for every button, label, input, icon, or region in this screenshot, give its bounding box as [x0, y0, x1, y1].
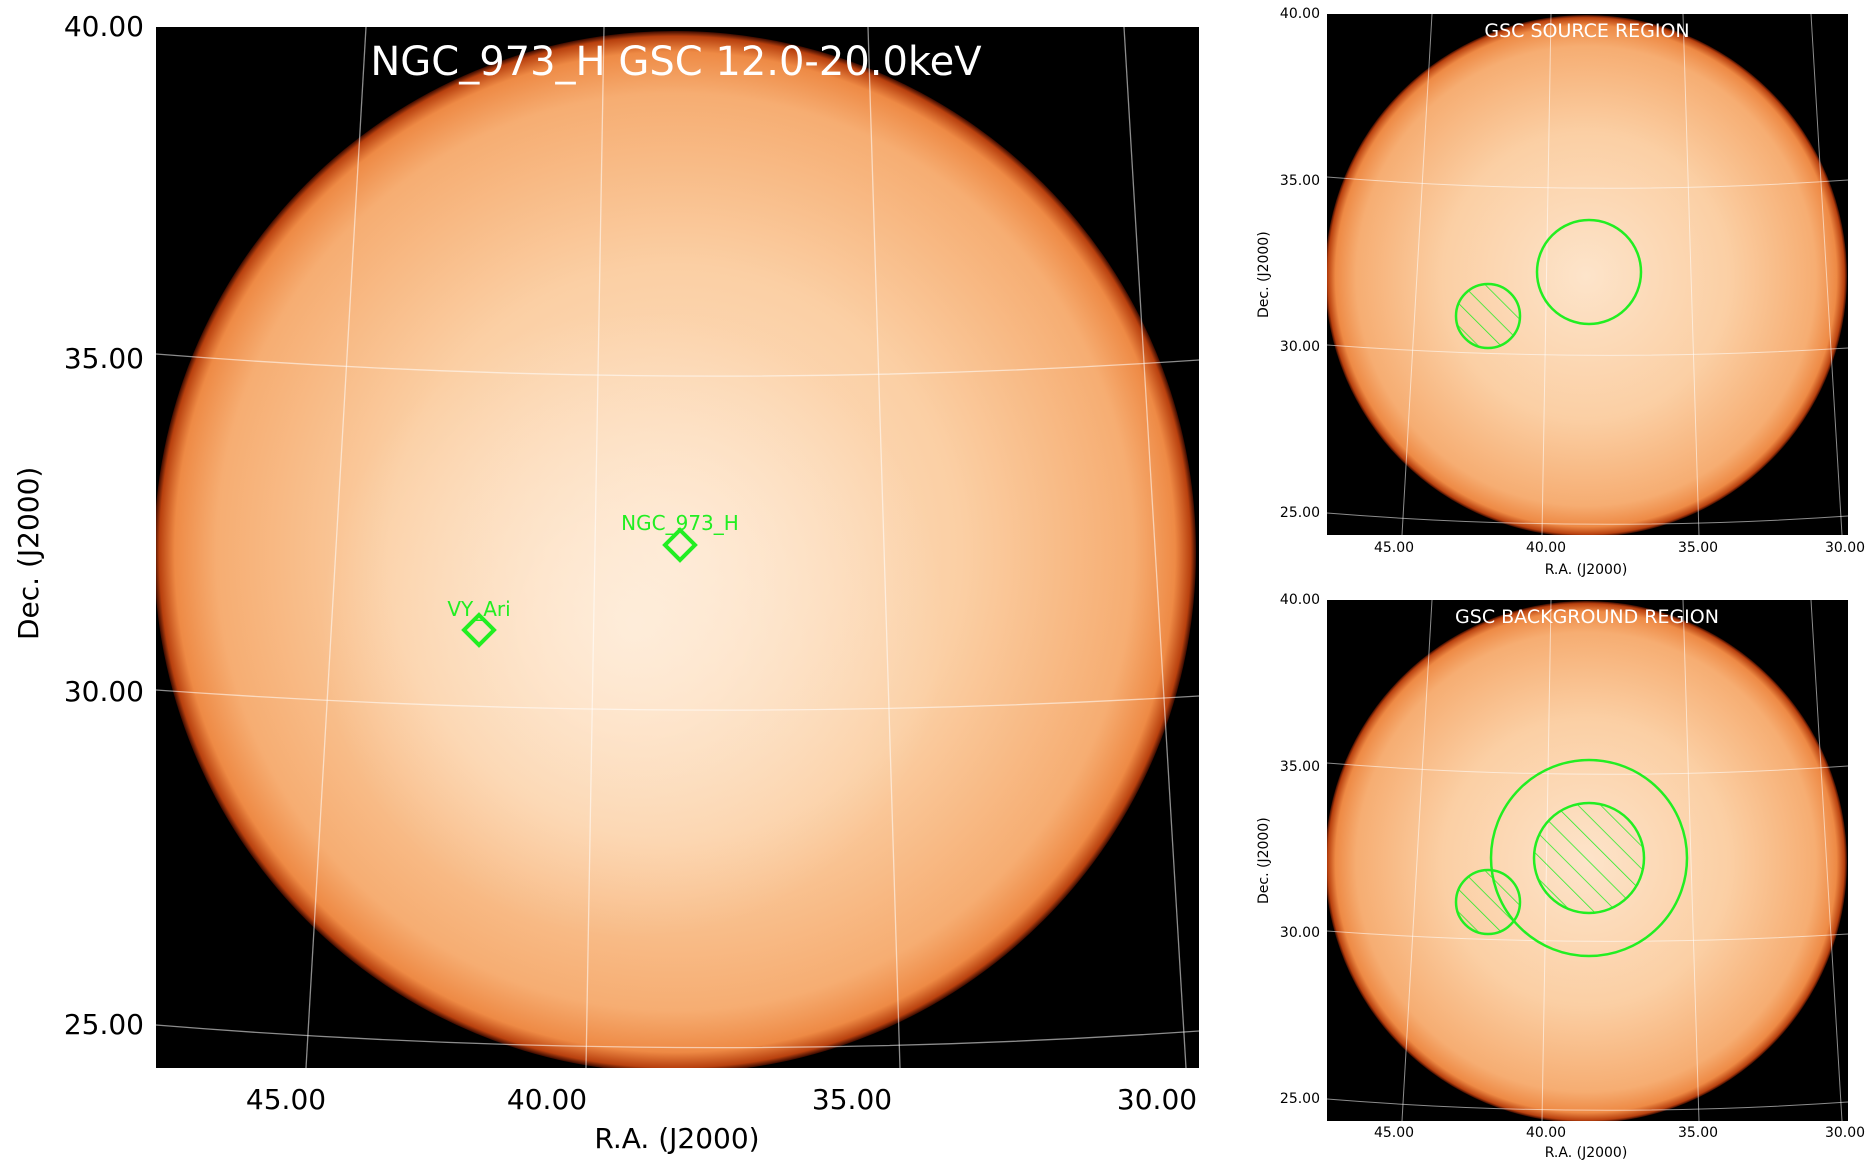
coordinate-grid: [156, 27, 1199, 1068]
bg-ytick-label: 35.00: [1279, 759, 1320, 775]
main-xtick-label: 45.00: [245, 1083, 327, 1116]
src-ytick-label: 35.00: [1279, 173, 1320, 189]
main-sky-svg: [156, 27, 1199, 1068]
bg-xtick-label: 45.00: [1373, 1125, 1415, 1141]
src-ytick-label: 25.00: [1279, 505, 1320, 521]
coordinate-grid: [1327, 14, 1848, 535]
src-xtick-label: 35.00: [1677, 540, 1719, 556]
excluded-source-circle: [1454, 868, 1522, 936]
bg-ytick-label: 30.00: [1279, 925, 1320, 941]
main-ylabel: Dec. (J2000): [12, 466, 45, 640]
source-region-image: GSC SOURCE REGION: [1327, 14, 1848, 535]
bg-xtick-label: 35.00: [1677, 1125, 1719, 1141]
src-ytick-label: 30.00: [1279, 339, 1320, 355]
bg-ylabel: Dec. (J2000): [1256, 817, 1272, 904]
main-ytick-label: 40.00: [63, 10, 144, 43]
bg-xtick-label: 30.00: [1824, 1125, 1866, 1141]
src-ytick-label: 40.00: [1279, 6, 1320, 22]
source-marker-vyari: [461, 612, 497, 648]
src-ylabel: Dec. (J2000): [1256, 231, 1272, 318]
src-xtick-label: 30.00: [1824, 540, 1866, 556]
bg-xlabel: R.A. (J2000): [1544, 1145, 1628, 1161]
bg-ytick-label: 40.00: [1279, 592, 1320, 608]
background-annulus-inner: [1532, 801, 1646, 915]
main-xtick-label: 40.00: [506, 1083, 588, 1116]
source-label-ngc973h: NGC_973_H: [621, 511, 739, 535]
coordinate-grid: [1327, 600, 1848, 1121]
bg-xtick-label: 40.00: [1525, 1125, 1567, 1141]
excluded-source-circle: [1454, 282, 1522, 350]
main-xlabel: R.A. (J2000): [594, 1122, 760, 1155]
background-region-title: GSC BACKGROUND REGION: [1455, 606, 1719, 628]
main-ytick-label: 35.00: [63, 342, 144, 375]
main-title: NGC_973_H GSC 12.0-20.0keV: [370, 39, 982, 85]
source-label-vyari: VY_Ari: [447, 597, 511, 621]
source-marker-ngc973h: [662, 527, 698, 563]
background-region-svg: [1327, 600, 1848, 1121]
background-annulus-outer: [1489, 758, 1689, 958]
main-xtick-label: 35.00: [811, 1083, 893, 1116]
source-region-circle: [1535, 218, 1643, 326]
main-xtick-label: 30.00: [1116, 1083, 1198, 1116]
main-ytick-label: 30.00: [63, 675, 144, 708]
main-sky-image: NGC_973_H GSC 12.0-20.0keV NGC_973_H VY_…: [156, 27, 1199, 1068]
src-xtick-label: 40.00: [1525, 540, 1567, 556]
source-region-svg: [1327, 14, 1848, 535]
source-region-title: GSC SOURCE REGION: [1484, 20, 1690, 42]
src-xtick-label: 45.00: [1373, 540, 1415, 556]
bg-ytick-label: 25.00: [1279, 1091, 1320, 1107]
background-region-image: GSC BACKGROUND REGION: [1327, 600, 1848, 1121]
src-xlabel: R.A. (J2000): [1544, 562, 1628, 578]
main-ytick-label: 25.00: [63, 1008, 144, 1041]
